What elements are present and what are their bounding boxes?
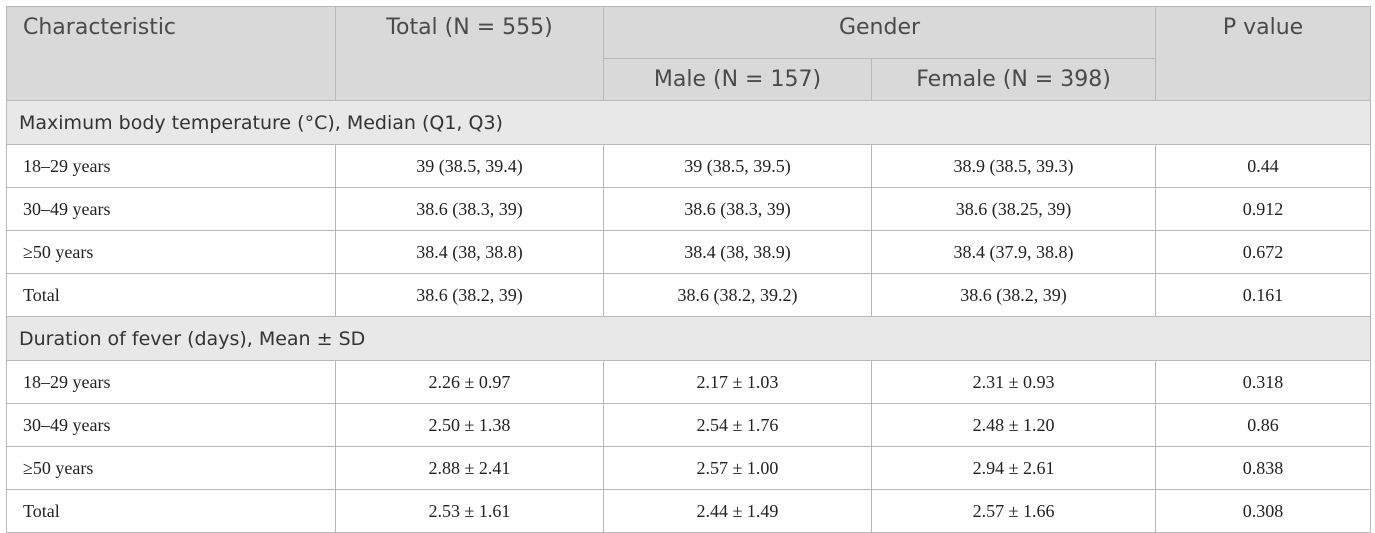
cell: 2.50 ± 1.38 <box>335 403 604 447</box>
section-row: Maximum body temperature (°C), Median (Q… <box>5 100 1372 145</box>
row-label: ≥50 years <box>6 446 336 490</box>
section-row: Duration of fever (days), Mean ± SD <box>5 316 1372 361</box>
cell: 38.6 (38.2, 39) <box>335 273 604 317</box>
row-label: ≥50 years <box>6 230 336 274</box>
header-cell: Gender <box>602 6 1157 59</box>
cell: 2.54 ± 1.76 <box>603 403 872 447</box>
data-row: 18–29 years 2.26 ± 0.97 2.17 ± 1.03 2.31 ± … <box>6 360 1372 404</box>
row-label: 30–49 years <box>6 187 336 231</box>
cell: 0.672 <box>1155 230 1372 274</box>
header-cell: Female (N = 398) <box>870 58 1157 101</box>
cell: 38.6 (38.2, 39.2) <box>603 273 872 317</box>
cell: 38.6 (38.2, 39) <box>870 273 1157 317</box>
header-cell: P value <box>1155 6 1372 101</box>
data-row: 30–49 years 2.50 ± 1.38 2.54 ± 1.76 2.48 ± … <box>6 403 1372 447</box>
cell: 0.308 <box>1155 489 1372 533</box>
data-row: 18–29 years 39 (38.5, 39.4) 39 (38.5, 39.5… <box>6 144 1372 188</box>
header-cell: Total (N = 555) <box>335 6 604 101</box>
cell: 38.6 (38.25, 39) <box>870 187 1157 231</box>
cell: 38.9 (38.5, 39.3) <box>870 144 1157 188</box>
cell: 0.161 <box>1155 273 1372 317</box>
data-row: Total 38.6 (38.2, 39) 38.6 (38.2, 39.2) 38.… <box>6 273 1372 317</box>
cell: 38.4 (37.9, 38.8) <box>870 230 1157 274</box>
cell: 39 (38.5, 39.5) <box>603 144 872 188</box>
row-label: 18–29 years <box>6 360 336 404</box>
cell: 0.912 <box>1155 187 1372 231</box>
cell: 2.44 ± 1.49 <box>603 489 872 533</box>
cell: 2.48 ± 1.20 <box>870 403 1157 447</box>
data-row: Total 2.53 ± 1.61 2.44 ± 1.49 2.57 ± 1.66 0.… <box>6 489 1372 533</box>
cell: 0.318 <box>1155 360 1372 404</box>
data-row: ≥50 years 38.4 (38, 38.8) 38.4 (38, 38.9) 3… <box>6 230 1372 274</box>
cell: 2.94 ± 2.61 <box>870 446 1157 490</box>
section-title: Duration of fever (days), Mean ± SD <box>5 316 1372 361</box>
data-row: ≥50 years 2.88 ± 2.41 2.57 ± 1.00 2.94 ± 2.… <box>6 446 1372 490</box>
data-table: Characteristic Total (N = 555) Gender P … <box>5 6 1372 533</box>
row-label: 18–29 years <box>6 144 336 188</box>
cell: 0.838 <box>1155 446 1372 490</box>
cell: 2.26 ± 0.97 <box>335 360 604 404</box>
cell: 2.17 ± 1.03 <box>603 360 872 404</box>
cell: 0.44 <box>1155 144 1372 188</box>
data-row: 30–49 years 38.6 (38.3, 39) 38.6 (38.3, 39… <box>6 187 1372 231</box>
cell: 39 (38.5, 39.4) <box>335 144 604 188</box>
header-cell: Characteristic <box>6 6 336 101</box>
cell: 0.86 <box>1155 403 1372 447</box>
row-label: Total <box>6 489 336 533</box>
cell: 2.57 ± 1.00 <box>603 446 872 490</box>
cell: 38.4 (38, 38.8) <box>335 230 604 274</box>
row-label: Total <box>6 273 336 317</box>
cell: 2.31 ± 0.93 <box>870 360 1157 404</box>
cell: 38.6 (38.3, 39) <box>603 187 872 231</box>
row-label: 30–49 years <box>6 403 336 447</box>
cell: 2.53 ± 1.61 <box>335 489 604 533</box>
cell: 38.4 (38, 38.9) <box>603 230 872 274</box>
cell: 2.88 ± 2.41 <box>335 446 604 490</box>
cell: 38.6 (38.3, 39) <box>335 187 604 231</box>
header-cell: Male (N = 157) <box>603 58 872 101</box>
section-title: Maximum body temperature (°C), Median (Q… <box>5 100 1372 145</box>
cell: 2.57 ± 1.66 <box>870 489 1157 533</box>
table-body: Maximum body temperature (°C), Median (Q… <box>5 100 1372 533</box>
